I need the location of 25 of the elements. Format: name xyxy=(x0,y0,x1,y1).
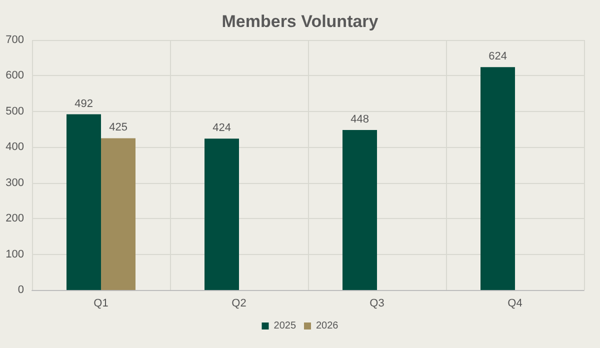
y-tick-label: 100 xyxy=(6,248,24,260)
data-label: 624 xyxy=(488,50,507,63)
x-tick-label: Q2 xyxy=(232,298,246,310)
legend-label: 2025 xyxy=(274,320,296,332)
bar xyxy=(66,114,101,290)
x-tick-label: Q3 xyxy=(370,298,384,310)
data-label: 492 xyxy=(74,98,93,110)
bar xyxy=(342,130,377,290)
x-tick-label: Q1 xyxy=(94,298,108,310)
bar xyxy=(101,138,136,290)
y-tick-label: 600 xyxy=(6,70,24,82)
bar xyxy=(480,67,515,290)
x-tick-label: Q4 xyxy=(508,298,522,310)
y-tick-label: 0 xyxy=(18,284,24,296)
y-tick-label: 700 xyxy=(6,34,24,46)
y-tick-label: 200 xyxy=(6,212,24,225)
y-tick-label: 300 xyxy=(6,176,24,189)
y-tick-label: 400 xyxy=(6,141,24,154)
data-label: 424 xyxy=(212,122,231,134)
data-label: 425 xyxy=(109,122,128,134)
y-tick-label: 500 xyxy=(6,105,24,118)
legend-label: 2026 xyxy=(316,320,339,332)
data-label: 448 xyxy=(350,114,369,126)
bar xyxy=(204,138,239,290)
chart-title: Members Voluntary xyxy=(222,12,379,31)
